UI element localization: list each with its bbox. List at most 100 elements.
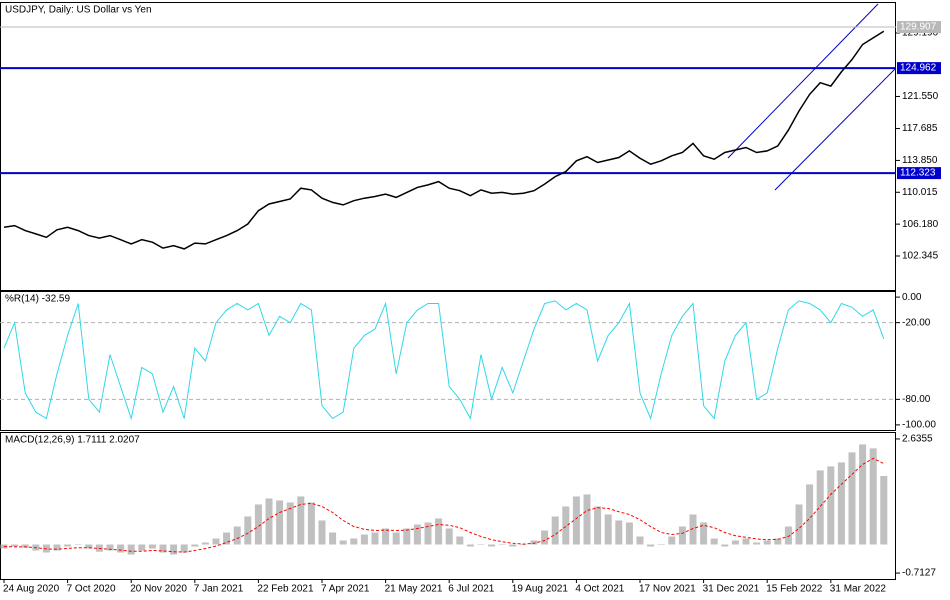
histogram-bar (477, 544, 485, 546)
histogram-bar (869, 448, 877, 545)
x-tick-label: 7 Oct 2020 (67, 584, 116, 595)
x-tick-label: 6 Jul 2021 (448, 584, 495, 595)
level-label: 112.323 (900, 168, 936, 179)
panel-title: %R(14) -32.59 (5, 294, 70, 305)
histogram-bar (21, 544, 29, 548)
level-label-box (897, 62, 941, 75)
series-line (3, 457, 885, 553)
histogram-bar (212, 538, 220, 545)
histogram-bar (678, 526, 686, 545)
histogram-bar (64, 544, 72, 547)
histogram-bar (159, 544, 167, 553)
histogram-bar (636, 536, 644, 545)
histogram-bar (530, 540, 538, 545)
histogram-bar (784, 526, 792, 545)
channel-line (774, 67, 897, 191)
histogram-bar (329, 532, 337, 545)
histogram-bar (117, 544, 125, 553)
histogram-bar (562, 506, 570, 545)
y-tick-label: 2.6355 (902, 434, 933, 445)
y-tick-label: 117.685 (902, 123, 938, 134)
level-label-box (897, 167, 941, 180)
histogram-bar (541, 530, 549, 545)
y-tick-label: 102.345 (902, 251, 939, 262)
histogram-bar (848, 452, 856, 545)
y-tick-label: -80.00 (902, 394, 931, 405)
histogram-bar (466, 544, 474, 547)
histogram-bar (265, 498, 273, 545)
histogram-bar (668, 536, 676, 545)
histogram-bar (488, 544, 496, 547)
y-tick-label: -100.00 (902, 420, 936, 431)
series-line (3, 30, 885, 250)
histogram-bar (774, 538, 782, 545)
y-tick-label: 0.00 (902, 292, 922, 303)
x-tick-label: 24 Aug 2020 (3, 584, 60, 595)
histogram-bar (392, 532, 400, 545)
channel-line (727, 3, 879, 159)
histogram-bar (837, 462, 845, 545)
panel-frame (0, 291, 896, 431)
histogram-bar (657, 544, 665, 546)
histogram-bar (11, 544, 19, 547)
y-tick-label: 113.850 (902, 155, 938, 166)
panel-title: USDJPY, Daily: US Dollar vs Yen (5, 5, 152, 16)
x-tick-label: 21 May 2021 (385, 584, 443, 595)
histogram-bar (647, 544, 655, 547)
panel-frame (0, 432, 896, 580)
x-tick-label: 31 Dec 2021 (703, 584, 760, 595)
x-tick-label: 7 Apr 2021 (321, 584, 370, 595)
y-tick-label: 106.180 (902, 219, 939, 230)
histogram-bar (509, 544, 517, 547)
x-tick-label: 31 Mar 2022 (830, 584, 887, 595)
histogram-bar (604, 514, 612, 545)
x-tick-label: 4 Oct 2021 (575, 584, 624, 595)
histogram-bar (731, 540, 739, 545)
histogram-bar (413, 524, 421, 545)
last-price-box (897, 21, 941, 34)
level-label: 124.962 (900, 63, 937, 74)
histogram-bar (615, 520, 623, 545)
histogram-bar (371, 532, 379, 545)
x-tick-label: 17 Nov 2021 (639, 584, 696, 595)
panel-frame (0, 2, 896, 291)
panel-title: MACD(12,26,9) 1.7111 2.0207 (5, 435, 140, 446)
histogram-bar (625, 522, 633, 545)
histogram-bar (53, 544, 61, 551)
histogram-bar (689, 514, 697, 545)
histogram-bar (360, 534, 368, 545)
y-tick-label: 129.190 (902, 28, 939, 39)
histogram-bar (148, 544, 156, 549)
histogram-bar (795, 504, 803, 545)
x-tick-label: 20 Nov 2020 (130, 584, 187, 595)
histogram-bar (583, 494, 591, 545)
histogram-bar (594, 506, 602, 545)
histogram-bar (85, 544, 93, 549)
histogram-bar (127, 544, 135, 555)
histogram-bar (700, 522, 708, 545)
last-price-label: 129.907 (900, 22, 937, 33)
series-line (3, 300, 885, 421)
histogram-bar (742, 538, 750, 545)
histogram-bar (233, 526, 241, 545)
histogram-bar (74, 544, 82, 546)
histogram-bar (551, 516, 559, 545)
y-tick-label: -20.00 (902, 317, 931, 328)
histogram-bar (880, 475, 888, 545)
x-tick-label: 19 Aug 2021 (512, 584, 569, 595)
histogram-bar (339, 540, 347, 545)
histogram-bar (191, 544, 199, 547)
histogram-bar (721, 544, 729, 547)
histogram-bar (307, 502, 315, 545)
histogram-bar (297, 496, 305, 545)
histogram-bar (498, 544, 506, 546)
histogram-bar (244, 516, 252, 545)
histogram-bar (276, 500, 284, 545)
histogram-bar (403, 528, 411, 545)
histogram-bar (806, 484, 814, 545)
x-tick-label: 15 Feb 2022 (766, 584, 823, 595)
histogram-bar (180, 544, 188, 553)
histogram-bar (138, 544, 146, 551)
